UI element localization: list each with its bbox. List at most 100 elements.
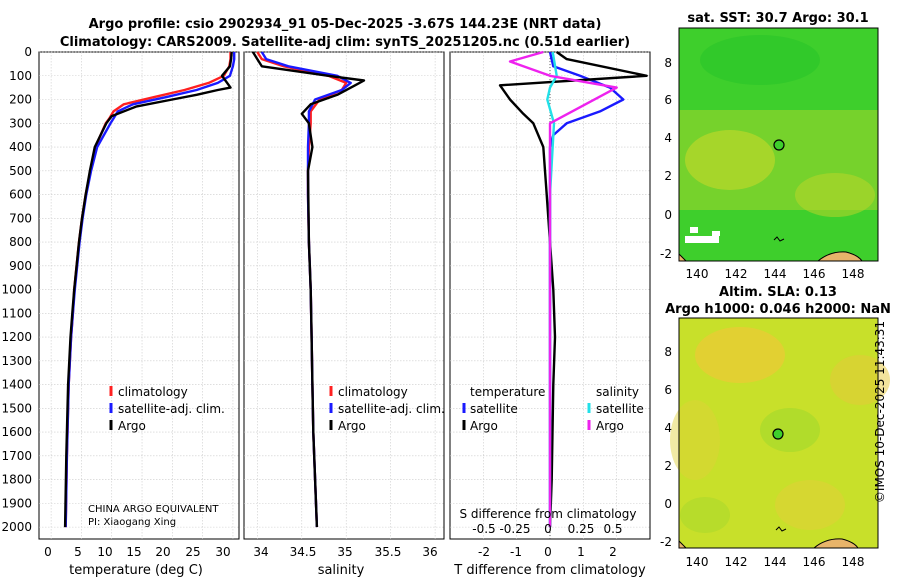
sst-xticks: 140 142 144 146 148: [686, 267, 865, 281]
legend-s-argo-label: Argo: [596, 419, 624, 433]
s-tick-label: 0.25: [568, 522, 595, 536]
credit-line2: PI: Xiaogang Xing: [88, 517, 176, 528]
sla-xtick-label: 140: [686, 555, 709, 569]
sst-xtick-label: 142: [725, 267, 748, 281]
salinity-axis-label: salinity: [318, 563, 365, 578]
sst-ytick-label: 4: [664, 131, 672, 145]
depth-tick-label: 1200: [1, 330, 32, 344]
sst-xtick-label: 140: [686, 267, 709, 281]
sla-xticks: 140 142 144 146 148: [686, 555, 865, 569]
grid-lines: [39, 51, 650, 539]
sla-map-title2: Argo h1000: 0.046 h2000: NaN: [665, 302, 891, 317]
difference-legend: temperature salinity satellite Argo sate…: [462, 385, 644, 433]
temperature-xtick-label: 20: [155, 545, 170, 559]
sst-warm-patch: [685, 130, 775, 190]
legend-s-satellite-label: satellite: [596, 402, 644, 416]
sst-cloud-gap: [690, 227, 698, 233]
series-line-s-argo: [508, 50, 618, 528]
legend-climatology-label: climatology: [338, 385, 408, 399]
temperature-legend: climatology satellite-adj. clim. Argo: [109, 385, 225, 433]
temperature-panel-frame: [38, 51, 240, 540]
t-difference-axis-label: T difference from climatology: [453, 563, 646, 578]
t-tick-label: 2: [609, 545, 617, 559]
depth-tick-label: 1800: [1, 473, 32, 487]
depth-tick-label: 700: [9, 211, 32, 225]
series-line-argo: [63, 51, 233, 528]
depth-tick-label: 100: [9, 69, 32, 83]
depth-tick-labels: 0 100 200 300 400 500 600 700 800 900 1000 1100 1200…: [1, 45, 32, 534]
temperature-xtick-label: 0: [44, 545, 52, 559]
sla-high-patch: [695, 327, 785, 383]
sst-ytick-label: 8: [664, 56, 672, 70]
temperature-xtick-label: 5: [74, 545, 82, 559]
temperature-xticks: 0 5 10 15 20 25 30: [44, 545, 230, 559]
temperature-axis-label: temperature (deg C): [69, 563, 203, 578]
sla-ytick-label: 0: [664, 497, 672, 511]
sla-map: [670, 317, 890, 549]
sla-ytick-label: 2: [664, 459, 672, 473]
sla-yticks: 8 6 4 2 0 -2: [660, 345, 672, 549]
sla-ytick-label: -2: [660, 535, 672, 549]
depth-tick-label: 1500: [1, 401, 32, 415]
temperature-xtick-label: 15: [126, 545, 141, 559]
s-difference-ticks: -0.5 -0.25 0 0.25 0.5: [472, 522, 622, 536]
depth-tick-label: 900: [9, 259, 32, 273]
depth-tick-label: 600: [9, 188, 32, 202]
sla-ytick-label: 8: [664, 345, 672, 359]
t-tick-label: -2: [478, 545, 490, 559]
salinity-legend: climatology satellite-adj. clim. Argo: [329, 385, 445, 433]
sst-cloud-gap: [685, 236, 719, 243]
sla-xtick-label: 148: [842, 555, 865, 569]
sst-cool-patch: [700, 35, 820, 85]
salinity-panel-frame: [243, 51, 445, 540]
depth-tick-label: 2000: [1, 520, 32, 534]
legend-argo-label: Argo: [118, 419, 146, 433]
legend-climatology-label: climatology: [118, 385, 188, 399]
depth-tick-label: 400: [9, 140, 32, 154]
temperature-xtick-label: 30: [215, 545, 230, 559]
legend-salinity-header: salinity: [596, 385, 639, 399]
sst-xtick-label: 144: [764, 267, 787, 281]
sla-map-frame: [678, 317, 879, 549]
sst-warm-patch: [795, 173, 875, 217]
legend-t-satellite-label: satellite: [470, 402, 518, 416]
title-line2: Climatology: CARS2009. Satellite-adj cli…: [60, 35, 630, 50]
salinity-xtick-label: 35.5: [375, 545, 402, 559]
depth-tick-label: 1100: [1, 306, 32, 320]
t-tick-label: -1: [510, 545, 522, 559]
sla-ytick-label: 6: [664, 383, 672, 397]
legend-satellite-label: satellite-adj. clim.: [338, 402, 445, 416]
argo-float-marker: [773, 139, 785, 151]
sla-xtick-label: 142: [725, 555, 748, 569]
legend-t-argo-label: Argo: [470, 419, 498, 433]
sla-high-patch: [830, 355, 890, 405]
sst-cloud-gap: [712, 231, 720, 236]
series-line-argo: [251, 51, 366, 528]
depth-tick-label: 1900: [1, 496, 32, 510]
sst-ytick-label: -2: [660, 247, 672, 261]
profile-lines: [63, 50, 648, 528]
s-difference-axis-label: S difference from climatology: [460, 507, 637, 521]
t-tick-label: 0: [544, 545, 552, 559]
depth-tick-label: 1600: [1, 425, 32, 439]
depth-tick-label: 300: [9, 116, 32, 130]
temperature-xtick-label: 10: [97, 545, 112, 559]
sla-low-patch: [680, 497, 730, 533]
s-tick-label: 0: [544, 522, 552, 536]
depth-tick-label: 500: [9, 164, 32, 178]
sst-yticks: 8 6 4 2 0 -2: [660, 56, 672, 261]
sst-map-frame: [678, 27, 879, 262]
depth-tick-label: 800: [9, 235, 32, 249]
legend-argo-label: Argo: [338, 419, 366, 433]
sst-ytick-label: 2: [664, 169, 672, 183]
series-line-t-argo: [498, 51, 648, 528]
legend-temperature-header: temperature: [470, 385, 545, 399]
salinity-xtick-label: 34: [253, 545, 268, 559]
sla-xtick-label: 146: [803, 555, 826, 569]
temperature-xtick-label: 25: [185, 545, 200, 559]
salinity-xticks: 34 34.5 35 35.5 36: [253, 545, 437, 559]
salinity-xtick-label: 35: [337, 545, 352, 559]
sst-xtick-label: 146: [803, 267, 826, 281]
